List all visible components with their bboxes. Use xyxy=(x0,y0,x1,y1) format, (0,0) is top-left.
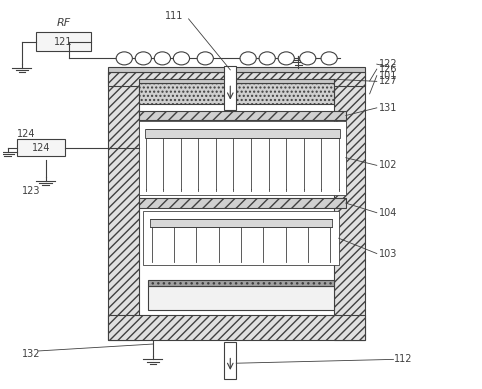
Circle shape xyxy=(197,52,214,65)
Text: 132: 132 xyxy=(22,349,40,359)
Bar xyxy=(143,211,339,265)
Bar xyxy=(36,32,91,51)
Circle shape xyxy=(259,52,275,65)
Circle shape xyxy=(154,52,171,65)
Bar xyxy=(334,72,365,340)
Circle shape xyxy=(240,52,256,65)
Bar xyxy=(138,79,334,83)
Bar xyxy=(149,219,333,227)
Text: 103: 103 xyxy=(379,249,398,259)
Text: 101: 101 xyxy=(379,71,398,81)
Circle shape xyxy=(174,52,189,65)
Text: 124: 124 xyxy=(17,128,36,138)
Bar xyxy=(107,67,365,72)
Text: 127: 127 xyxy=(379,76,398,86)
Bar xyxy=(138,83,334,104)
Text: 131: 131 xyxy=(379,103,398,113)
Circle shape xyxy=(278,52,295,65)
Text: 126: 126 xyxy=(379,64,398,74)
Bar xyxy=(107,72,365,86)
Text: 122: 122 xyxy=(379,59,398,69)
Circle shape xyxy=(135,52,151,65)
Bar xyxy=(138,198,346,208)
Text: 112: 112 xyxy=(393,354,412,364)
Bar xyxy=(107,72,138,340)
Text: 121: 121 xyxy=(54,37,73,47)
Bar xyxy=(107,315,365,340)
Bar xyxy=(148,286,334,310)
Text: 124: 124 xyxy=(32,143,50,153)
Text: 104: 104 xyxy=(379,208,398,218)
Text: RF: RF xyxy=(56,18,70,28)
Text: 123: 123 xyxy=(22,186,40,196)
Bar xyxy=(138,121,346,194)
Circle shape xyxy=(116,52,133,65)
Text: 102: 102 xyxy=(379,160,398,170)
Bar xyxy=(145,128,340,138)
Bar xyxy=(138,111,346,120)
Bar xyxy=(224,66,236,110)
Bar xyxy=(17,139,65,156)
Circle shape xyxy=(321,52,337,65)
Circle shape xyxy=(300,52,316,65)
Text: 111: 111 xyxy=(165,11,184,21)
Bar xyxy=(224,342,236,378)
Bar xyxy=(148,280,334,286)
